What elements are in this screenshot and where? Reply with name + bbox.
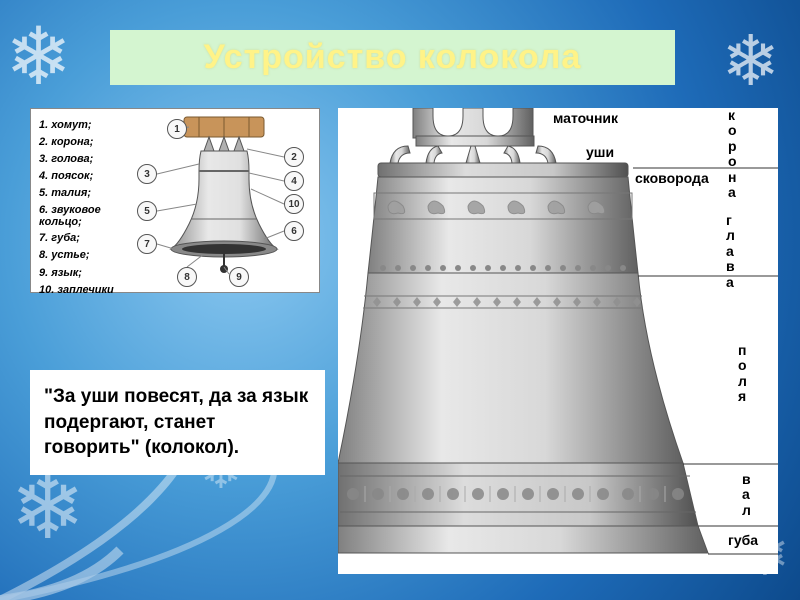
slide-title: Устройство колокола	[110, 30, 675, 85]
quote-text: "За уши повесят, да за язык подергают, с…	[30, 370, 325, 475]
callout-5: 5	[137, 201, 157, 221]
callout-10: 10	[284, 194, 304, 214]
label-glava: глава	[726, 213, 737, 290]
label-korona: корона	[728, 108, 737, 200]
callout-9: 9	[229, 267, 249, 287]
label-val: вал	[742, 472, 751, 518]
big-bell-diagram: маточник уши сковорода корона глава поля…	[338, 108, 778, 574]
legend-item: 2. корона;	[39, 134, 125, 151]
legend-item: 10. заплечики	[39, 282, 125, 299]
callout-4: 4	[284, 171, 304, 191]
legend-item: 3. голова;	[39, 151, 125, 168]
legend-item: 5. талия;	[39, 185, 125, 202]
callout-6: 6	[284, 221, 304, 241]
label-matochnik: маточник	[553, 110, 618, 126]
parts-legend: 1. хомут; 2. корона; 3. голова; 4. поясо…	[31, 109, 129, 292]
small-bell-drawing: 1 2 3 4 5 10 6 7 8 9	[129, 109, 319, 292]
label-polya: поля	[738, 343, 747, 405]
callout-2: 2	[284, 147, 304, 167]
callout-1: 1	[167, 119, 187, 139]
legend-item: 4. поясок;	[39, 168, 125, 185]
legend-item: 8. устье;	[39, 247, 125, 264]
label-guba: губа	[728, 532, 758, 548]
callout-3: 3	[137, 164, 157, 184]
legend-item: 9. язык;	[39, 265, 125, 282]
legend-item: 6. звуковое кольцо;	[39, 204, 125, 228]
label-skovoroda: сковорода	[635, 170, 709, 186]
legend-item: 1. хомут;	[39, 117, 125, 134]
callout-7: 7	[137, 234, 157, 254]
legend-item: 7. губа;	[39, 230, 125, 247]
callout-8: 8	[177, 267, 197, 287]
label-ushi: уши	[586, 144, 614, 160]
small-bell-diagram: 1. хомут; 2. корона; 3. голова; 4. поясо…	[30, 108, 320, 293]
